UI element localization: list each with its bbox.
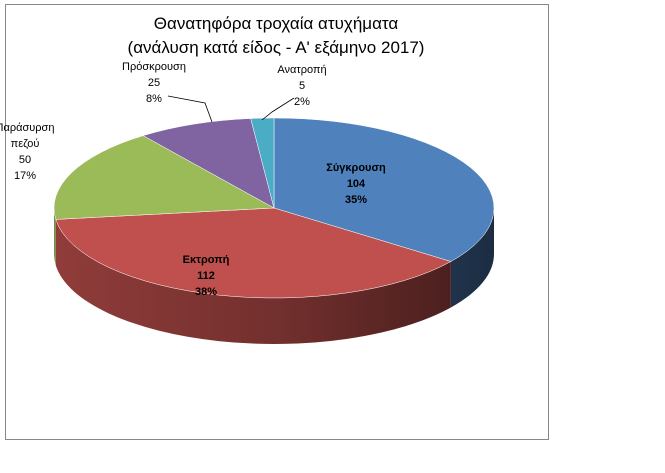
category-label: Πρόσκρουση xyxy=(122,61,186,73)
slice xyxy=(142,118,275,209)
slice-side xyxy=(450,208,494,308)
value-label: 112 xyxy=(197,270,215,282)
category-label: Εκτροπή xyxy=(182,254,230,266)
category-label: Παράσυρση πεζού xyxy=(0,122,55,150)
value-label: 25 xyxy=(147,77,161,89)
value-label: 5 xyxy=(298,80,306,92)
slice-side xyxy=(54,208,56,266)
category-label: Ανατροπή xyxy=(277,64,327,76)
data-label: Σύγκρουση 104 35% xyxy=(301,160,411,208)
value-label: 50 xyxy=(18,154,32,166)
slice-side xyxy=(55,219,451,344)
data-label: Παράσυρση πεζού 50 17% xyxy=(0,120,65,184)
leader-line xyxy=(261,97,295,121)
leader-line xyxy=(167,95,213,123)
category-label: Σύγκρουση xyxy=(326,162,386,174)
data-label: Ανατροπή 5 2% xyxy=(247,62,357,110)
chart-subtitle: (ανάλυση κατά είδος - Α' εξάμηνο 2017) xyxy=(127,38,425,57)
chart-title: Θανατηφόρα τροχαία ατυχήματα xyxy=(153,14,399,33)
slice xyxy=(53,135,275,220)
percent-label: 17% xyxy=(13,170,37,182)
percent-label: 8% xyxy=(146,93,162,105)
data-label: Πρόσκρουση 25 8% xyxy=(99,59,209,107)
slice xyxy=(250,117,275,209)
value-label: 104 xyxy=(346,178,366,190)
percent-label: 2% xyxy=(294,96,310,108)
percent-label: 38% xyxy=(194,286,218,298)
slice xyxy=(55,207,452,299)
data-label: Εκτροπή 112 38% xyxy=(151,252,261,300)
percent-label: 35% xyxy=(344,194,368,206)
slice xyxy=(273,117,495,262)
